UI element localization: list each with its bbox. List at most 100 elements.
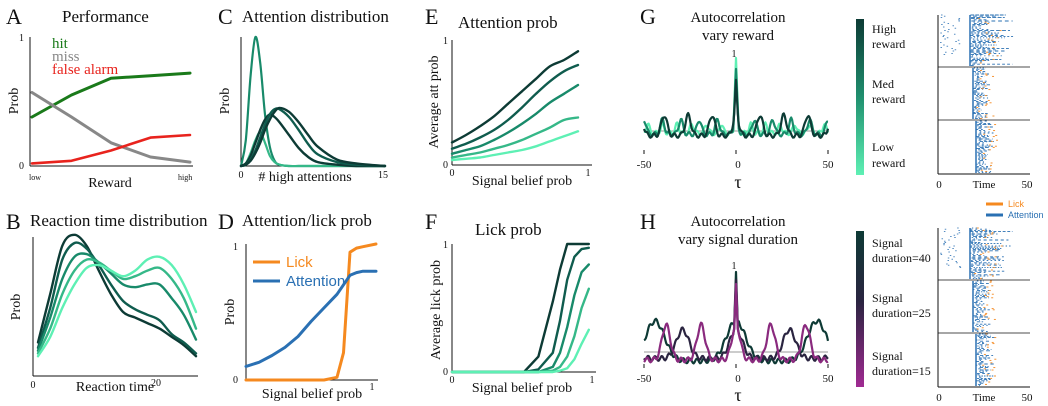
hit-line bbox=[30, 71, 192, 119]
x-tick-label: -50 bbox=[637, 373, 652, 385]
raster-plot bbox=[938, 227, 1030, 388]
autocorr-line bbox=[643, 278, 829, 362]
x-tick-label: 0 bbox=[450, 168, 455, 179]
y-axis-label: Prob bbox=[218, 88, 233, 114]
series-line bbox=[450, 50, 580, 144]
x-tick-label: 1 bbox=[370, 382, 375, 393]
x-tick-label: 50 bbox=[1022, 179, 1034, 191]
panel-letter: D bbox=[218, 209, 234, 234]
series-line bbox=[36, 252, 198, 352]
x-axis-label: Signal belief prob bbox=[262, 387, 362, 402]
y-axis-label: Prob bbox=[7, 88, 22, 114]
x-tick-label: low bbox=[29, 173, 41, 182]
colorbar-label: duration=25 bbox=[872, 306, 931, 320]
y-tick-label: 0 bbox=[233, 375, 238, 386]
y-axis-label: Prob bbox=[9, 294, 24, 320]
false-alarm-line bbox=[30, 133, 192, 165]
colorbar-label: Med bbox=[872, 77, 894, 91]
plot-area bbox=[239, 35, 387, 168]
plot-area bbox=[450, 50, 580, 162]
y-axis-label: Average lick prob bbox=[429, 260, 444, 360]
x-tick-label: 50 bbox=[823, 373, 835, 385]
panel-f: F Lick prob 1 0 0 1 Signal belief prob A… bbox=[425, 209, 596, 396]
x-axis-label: τ bbox=[734, 172, 741, 192]
colorbar-label: Low bbox=[872, 140, 894, 154]
x-tick-label: 0 bbox=[735, 159, 741, 171]
panel-c: C Attention distribution 0 15 # high att… bbox=[218, 4, 389, 185]
miss-line bbox=[30, 91, 192, 164]
panel-title: Autocorrelation bbox=[691, 214, 786, 230]
panel-title: Reaction time distribution bbox=[30, 211, 208, 230]
autocorr-line bbox=[643, 282, 829, 364]
legend-lick: Lick bbox=[1008, 199, 1025, 209]
colorbar-label: High bbox=[872, 22, 896, 36]
y-tick-label: 1 bbox=[732, 261, 737, 272]
y-tick-label: 1 bbox=[19, 33, 24, 44]
y-axis-label: Average att prob bbox=[427, 55, 442, 148]
x-tick-label: 0 bbox=[936, 392, 942, 404]
legend-miss: miss bbox=[52, 49, 80, 65]
panel-letter: H bbox=[640, 209, 656, 234]
y-tick-label: 0 bbox=[443, 367, 448, 378]
x-axis-label: Signal belief prob bbox=[472, 174, 572, 189]
panel-title: Attention prob bbox=[458, 13, 558, 32]
x-tick-label: 15 bbox=[378, 170, 388, 181]
series-line bbox=[450, 83, 580, 155]
x-axis-label: τ bbox=[734, 385, 741, 405]
y-tick-label: 0 bbox=[443, 160, 448, 171]
panel-subtitle: vary reward bbox=[702, 28, 775, 44]
colorbar-label: Signal bbox=[872, 291, 903, 305]
y-tick-label: 0 bbox=[19, 161, 24, 172]
panel-title: Performance bbox=[62, 7, 149, 26]
autocorr-line bbox=[643, 56, 830, 137]
colorbar-label: reward bbox=[872, 92, 905, 106]
x-axis-label: Time bbox=[973, 392, 996, 404]
panel-subtitle: vary signal duration bbox=[678, 232, 798, 248]
x-tick-label: 1 bbox=[586, 168, 591, 179]
legend-attention: Attention bbox=[1008, 210, 1044, 220]
legend-false-alarm: false alarm bbox=[52, 62, 119, 78]
panel-letter: G bbox=[640, 4, 656, 29]
panel-g: G Autocorrelation vary reward 1 -50 0 50… bbox=[637, 4, 906, 192]
series-line bbox=[450, 130, 580, 162]
x-tick-label: 0 bbox=[936, 179, 942, 191]
colorbar-label: Signal bbox=[872, 236, 903, 250]
panel-e: E Attention prob 1 0 0 1 Signal belief p… bbox=[425, 4, 592, 189]
x-tick-label: -50 bbox=[637, 159, 652, 171]
x-axis-label: Reaction time bbox=[76, 380, 154, 395]
x-tick-label: 1 bbox=[590, 375, 595, 386]
x-axis-label: Reward bbox=[88, 176, 132, 191]
x-tick-label: 0 bbox=[450, 375, 455, 386]
legend-attention: Attention bbox=[286, 273, 345, 290]
colorbar-label: reward bbox=[872, 37, 905, 51]
plot-area bbox=[643, 270, 830, 368]
x-tick-label: 0 bbox=[735, 373, 741, 385]
panel-title: Attention/lick prob bbox=[242, 211, 372, 230]
x-tick-label: 0 bbox=[239, 170, 244, 181]
series-line bbox=[36, 255, 198, 358]
x-axis-label: Time bbox=[973, 179, 996, 191]
panel-letter: E bbox=[425, 4, 438, 29]
x-tick-label: 50 bbox=[1022, 392, 1034, 404]
x-tick-label: high bbox=[178, 173, 192, 182]
legend-hit: hit bbox=[52, 36, 69, 52]
panel-b: B Reaction time distribution 0 20 Reacti… bbox=[6, 209, 208, 395]
panel-title: Autocorrelation bbox=[691, 10, 786, 26]
lick-line bbox=[244, 242, 378, 382]
autocorr-line bbox=[642, 78, 830, 139]
panel-h: H Autocorrelation vary signal duration 1… bbox=[637, 209, 931, 405]
legend-lick: Lick bbox=[286, 254, 313, 271]
plot-area bbox=[642, 56, 830, 154]
x-tick-label: 50 bbox=[823, 159, 835, 171]
y-tick-label: 1 bbox=[443, 36, 448, 47]
panel-letter: A bbox=[6, 4, 22, 29]
panel-title: Attention distribution bbox=[242, 7, 389, 26]
colorbar bbox=[856, 231, 864, 387]
raster-h: Lick Attention 0 50 Time bbox=[936, 199, 1043, 404]
colorbar bbox=[856, 19, 864, 175]
series-line bbox=[239, 106, 387, 168]
colorbar-label: reward bbox=[872, 156, 905, 170]
colorbar-label: duration=15 bbox=[872, 364, 931, 378]
x-axis-label: Signal belief prob bbox=[472, 381, 572, 396]
